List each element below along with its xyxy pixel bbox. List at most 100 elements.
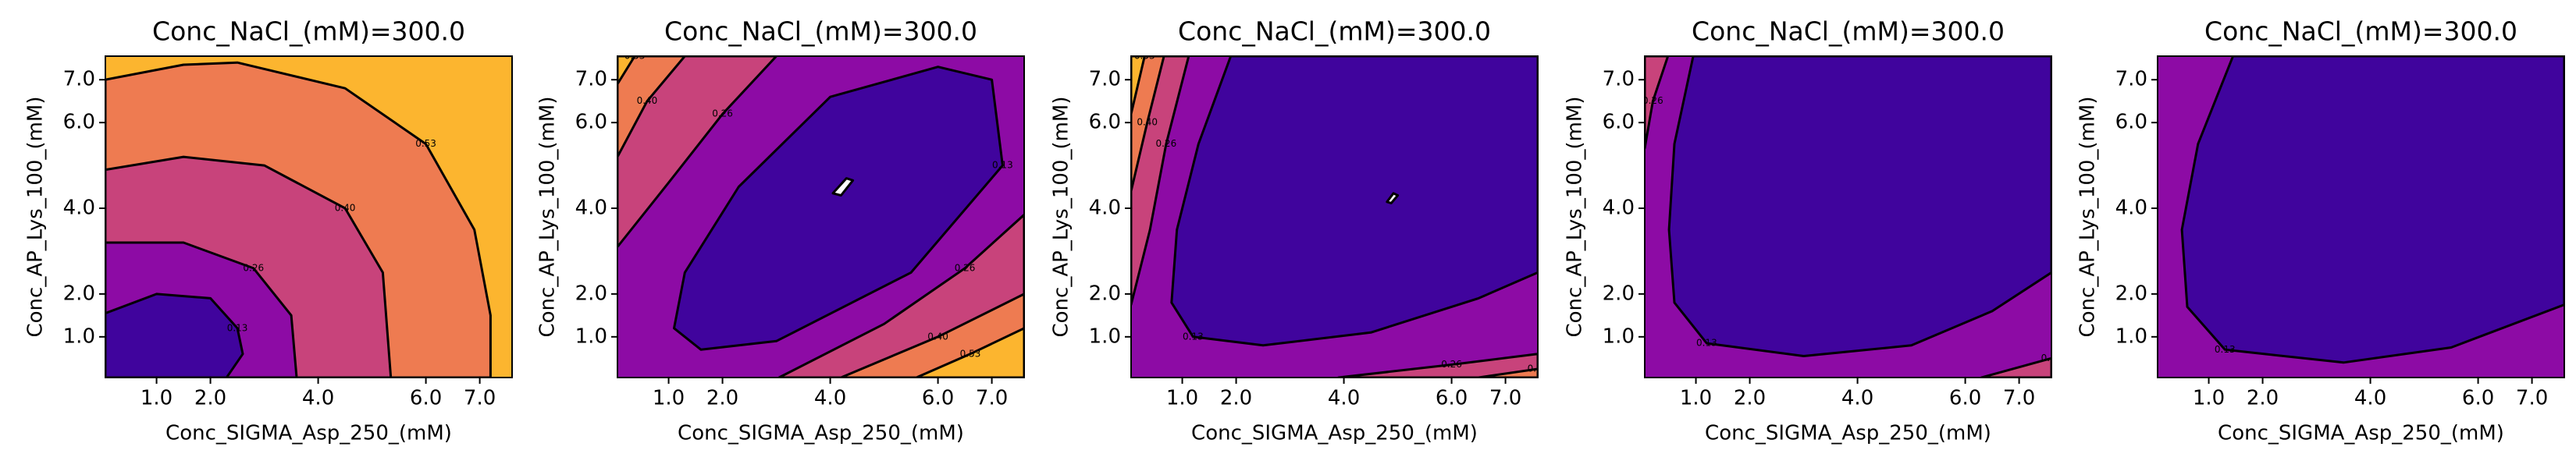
contour-label: 0.13 (227, 322, 248, 333)
contour-label: 0.53 (415, 138, 436, 149)
contour (1131, 56, 1165, 193)
contour-label: 0.40 (335, 203, 356, 214)
plot-area: 0.26 0.40 0.53 0.26 0.40 0.53 0.13 (617, 51, 1024, 378)
x-axis-label: Conc_SIGMA_Asp_250_(mM) (1191, 422, 1478, 445)
y-tick-label: 4.0 (1089, 197, 1121, 220)
frame (105, 55, 513, 378)
x-tick-label: 4.0 (1841, 387, 1873, 410)
contour-label: 0.53 (1134, 51, 1155, 62)
panel: 0.53 0.40 0.26 0.13 1.0 2.0 4.0 6.0 7.0 1.0 2.0 4.0… (24, 16, 513, 445)
contour-label: 0.13 (1183, 331, 1204, 342)
contour (1170, 56, 1538, 347)
panel: 0.26 0.40 0.53 0.26 0.40 0.13 1.0 2.0 4.0 6.0 7.0 1… (1050, 16, 1549, 445)
frame (2157, 55, 2565, 378)
panel: 0.26 0.40 0.53 0.26 0.40 0.53 0.13 1.0 2.0 4.0 6.0… (536, 16, 1025, 445)
contour-label: 0.13 (992, 160, 1013, 171)
x-tick-label: 2.0 (194, 387, 226, 410)
y-tick-label: 4.0 (1603, 197, 1635, 220)
x-tick-label: 1.0 (141, 387, 173, 410)
y-axis-label: Conc_AP_Lys_100_(mM) (2076, 96, 2100, 337)
y-tick-label: 1.0 (63, 324, 95, 348)
y-tick-label: 6.0 (2115, 111, 2147, 134)
contour (1337, 353, 1538, 378)
x-tick-label: 4.0 (302, 387, 334, 410)
contour-label: 0.40 (1137, 117, 1158, 128)
chart-title: Conc_NaCl_(mM)=300.0 (2204, 16, 2517, 47)
frame (1644, 55, 2052, 378)
contour (105, 292, 244, 378)
frame (617, 55, 1025, 378)
x-tick-label: 2.0 (706, 387, 738, 410)
x-axis-label: Conc_SIGMA_Asp_250_(mM) (165, 422, 452, 445)
x-tick-label: 7.0 (2003, 387, 2035, 410)
chart-title: Conc_NaCl_(mM)=300.0 (1692, 16, 2005, 47)
contour (617, 56, 778, 248)
contour (1131, 56, 1146, 115)
x-tick-label: 7.0 (464, 387, 496, 410)
contour (1386, 192, 1400, 204)
y-tick-label: 2.0 (2115, 282, 2147, 305)
contour-label: 0.53 (624, 51, 646, 62)
chart-title: Conc_NaCl_(mM)=300.0 (664, 16, 977, 47)
x-tick-label: 7.0 (2516, 387, 2548, 410)
x-axis-label: Conc_SIGMA_Asp_250_(mM) (1705, 422, 1991, 445)
chart-title: Conc_NaCl_(mM)=300.0 (1178, 16, 1491, 47)
contour (1477, 367, 1538, 378)
x-tick-label: 1.0 (1680, 387, 1712, 410)
contour (915, 327, 1024, 378)
plot-area: 0.53 0.40 0.26 0.13 (105, 56, 512, 378)
x-tick-label: 2.0 (1734, 387, 1766, 410)
y-tick-label: 1.0 (2115, 324, 2147, 348)
y-tick-label: 1.0 (1089, 324, 1121, 348)
y-tick-label: 6.0 (575, 111, 607, 134)
x-tick-label: 4.0 (814, 387, 846, 410)
x-tick-label: 7.0 (1489, 387, 1521, 410)
contour-label: 0.26 (1155, 138, 1176, 149)
contour (617, 56, 686, 158)
contour (617, 56, 636, 86)
contour (1645, 56, 1670, 150)
plot-area: 0.26 0.40 0.53 0.26 0.40 0.13 (1131, 51, 1549, 378)
y-tick-label: 7.0 (2115, 68, 2147, 91)
y-axis-label: Conc_AP_Lys_100_(mM) (536, 96, 560, 337)
x-tick-label: 4.0 (2354, 387, 2386, 410)
contour-label: 0.26 (712, 108, 733, 119)
x-tick-label: 6.0 (922, 387, 954, 410)
y-axis-label: Conc_AP_Lys_100_(mM) (1050, 96, 1073, 337)
y-tick-label: 7.0 (63, 68, 95, 91)
x-axis-label: Conc_SIGMA_Asp_250_(mM) (678, 422, 964, 445)
y-tick-label: 4.0 (2115, 197, 2147, 220)
contour-label: 0.26 (1642, 95, 1663, 106)
y-tick-label: 7.0 (1603, 68, 1635, 91)
contour (1667, 56, 2051, 357)
contour-label: 0.26 (955, 262, 976, 273)
x-tick-label: 1.0 (1166, 387, 1198, 410)
panel: 0.26 0.26 0.13 1.0 2.0 4.0 6.0 7.0 1.0 2.0 4.0 6.0 7… (1564, 16, 2062, 445)
y-tick-label: 2.0 (575, 282, 607, 305)
x-axis-label: Conc_SIGMA_Asp_250_(mM) (2218, 422, 2504, 445)
x-tick-label: 6.0 (1949, 387, 1981, 410)
contour-label: 0.13 (1696, 338, 1717, 349)
contour-label: 0.53 (960, 348, 981, 359)
x-tick-label: 6.0 (410, 387, 442, 410)
contour-label: 0.26 (2041, 353, 2062, 363)
y-axis-label: Conc_AP_Lys_100_(mM) (1564, 96, 1587, 337)
y-tick-label: 4.0 (63, 197, 95, 220)
x-tick-label: 2.0 (2247, 387, 2279, 410)
plot-area: 0.13 (2158, 56, 2564, 378)
contour (1980, 356, 2051, 378)
contour (2180, 56, 2564, 364)
y-tick-label: 4.0 (575, 197, 607, 220)
x-tick-label: 2.0 (1220, 387, 1252, 410)
contour-label: 0.40 (1528, 363, 1549, 374)
panel: 0.13 1.0 2.0 4.0 6.0 7.0 1.0 2.0 4.0 6.0 7.0 Conc_N… (2076, 16, 2565, 445)
contour-label: 0.40 (927, 331, 948, 342)
y-tick-label: 2.0 (1603, 282, 1635, 305)
y-tick-label: 6.0 (1603, 111, 1635, 134)
x-tick-label: 4.0 (1328, 387, 1360, 410)
contour (831, 177, 855, 197)
contour-label: 0.26 (243, 262, 264, 273)
x-tick-label: 1.0 (653, 387, 685, 410)
x-tick-label: 1.0 (2193, 387, 2225, 410)
